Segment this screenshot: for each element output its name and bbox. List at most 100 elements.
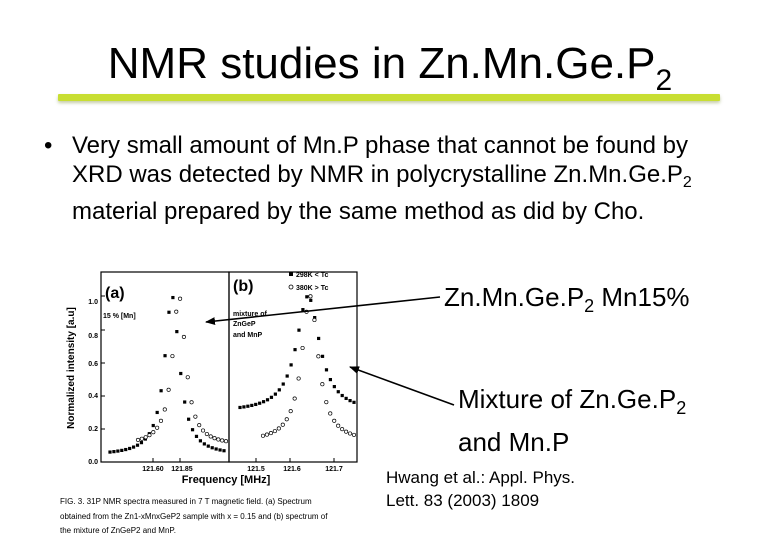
data-point-298k bbox=[151, 423, 155, 428]
data-point-380k bbox=[276, 426, 281, 431]
data-point-380k bbox=[260, 433, 266, 438]
data-point-298k bbox=[155, 410, 159, 415]
data-point-298k bbox=[320, 354, 325, 358]
figure-caption-line: obtained from the Zn1-xMnxGeP2 sample wi… bbox=[60, 512, 328, 521]
panel-b-note: ZnGeP bbox=[233, 321, 256, 328]
data-point-380k bbox=[284, 417, 289, 422]
data-point-380k bbox=[174, 309, 179, 314]
data-point-380k bbox=[332, 418, 337, 423]
data-point-380k bbox=[296, 376, 301, 381]
data-point-380k bbox=[151, 430, 156, 435]
data-point-380k bbox=[178, 296, 183, 301]
data-point-380k bbox=[300, 345, 305, 351]
bullet-text-part1: Very small amount of Mn.P phase that can… bbox=[72, 132, 688, 188]
slide-title-text: NMR studies in Zn.Mn.Ge.P bbox=[107, 39, 656, 88]
data-point-380k bbox=[197, 423, 202, 428]
y-tick-label: 1.0 bbox=[88, 299, 98, 306]
title-underline bbox=[58, 94, 720, 101]
data-point-298k bbox=[328, 377, 333, 382]
data-point-298k bbox=[108, 450, 112, 454]
y-tick-label: 0.0 bbox=[88, 459, 98, 466]
data-point-298k bbox=[309, 298, 313, 302]
data-point-380k bbox=[185, 375, 190, 380]
data-point-380k bbox=[320, 382, 325, 387]
data-point-298k bbox=[202, 442, 206, 446]
data-point-298k bbox=[183, 400, 187, 404]
y-axis-ticks bbox=[101, 295, 105, 463]
data-point-380k bbox=[200, 428, 206, 433]
data-point-298k bbox=[269, 395, 274, 399]
data-point-298k bbox=[167, 310, 171, 314]
data-point-380k bbox=[324, 400, 329, 405]
data-point-298k bbox=[285, 374, 289, 378]
reference-citation: Hwang et al.: Appl. Phys. Lett. 83 (2003… bbox=[386, 466, 575, 512]
label-znmngep2: Zn.Mn.Ge.P2 Mn15% bbox=[444, 280, 690, 323]
data-point-298k bbox=[246, 404, 250, 408]
label-znmngep2-text: Zn.Mn.Ge.P bbox=[444, 282, 585, 312]
data-point-380k bbox=[139, 436, 144, 441]
data-point-298k bbox=[120, 448, 124, 452]
reference-line-1: Hwang et al.: Appl. Phys. bbox=[386, 468, 575, 487]
x-tick-label: 121.6 bbox=[283, 466, 301, 473]
panel-b-note: mixture of bbox=[233, 311, 268, 318]
data-point-298k bbox=[293, 348, 297, 352]
data-point-298k bbox=[265, 398, 270, 402]
data-point-298k bbox=[317, 336, 321, 341]
data-point-298k bbox=[324, 368, 329, 372]
panel-b-note: and MnP bbox=[233, 332, 262, 339]
slide-title: NMR studies in Zn.Mn.Ge.P2 bbox=[0, 39, 780, 97]
data-point-380k bbox=[312, 317, 317, 323]
data-points bbox=[108, 294, 357, 454]
data-point-298k bbox=[348, 399, 352, 403]
data-point-298k bbox=[340, 393, 344, 398]
legend-entry: 380K > Tc bbox=[296, 285, 328, 292]
data-point-298k bbox=[344, 396, 348, 401]
data-point-298k bbox=[179, 371, 183, 376]
label-mixture-subscript: 2 bbox=[676, 398, 687, 418]
data-point-380k bbox=[147, 433, 152, 438]
data-point-380k bbox=[340, 427, 345, 432]
data-point-298k bbox=[218, 448, 222, 452]
data-point-298k bbox=[135, 443, 140, 447]
data-point-298k bbox=[261, 400, 266, 404]
data-point-380k bbox=[328, 411, 333, 416]
data-point-380k bbox=[155, 425, 160, 430]
data-point-298k bbox=[128, 446, 132, 451]
data-point-298k bbox=[250, 403, 254, 408]
legend-marker-open bbox=[288, 284, 294, 290]
bullet-subscript: 2 bbox=[682, 174, 692, 191]
data-point-298k bbox=[116, 449, 120, 453]
data-point-380k bbox=[268, 431, 273, 436]
data-point-298k bbox=[352, 400, 356, 404]
data-point-298k bbox=[332, 385, 336, 389]
data-point-298k bbox=[198, 439, 203, 443]
data-point-298k bbox=[112, 450, 116, 454]
bullet-dot: • bbox=[44, 132, 53, 159]
x-tick-label: 121.60 bbox=[142, 466, 164, 473]
data-point-380k bbox=[344, 429, 349, 434]
data-point-298k bbox=[190, 428, 195, 432]
y-tick-label: 0.8 bbox=[88, 333, 98, 340]
data-point-298k bbox=[301, 308, 305, 312]
data-point-298k bbox=[297, 328, 301, 332]
panel-a-note: 15 % [Mn] bbox=[103, 313, 136, 320]
y-axis-label: Normalized intensity [a.u] bbox=[66, 307, 77, 429]
data-point-380k bbox=[204, 431, 209, 437]
bullet-point: • Very small amount of Mn.P phase that c… bbox=[44, 131, 704, 226]
legend-marker-filled bbox=[289, 272, 293, 276]
data-point-298k bbox=[254, 402, 258, 407]
data-point-298k bbox=[336, 390, 340, 394]
data-point-380k bbox=[216, 437, 221, 442]
y-tick-label: 0.6 bbox=[88, 361, 98, 368]
data-point-298k bbox=[305, 295, 309, 299]
data-point-380k bbox=[212, 436, 217, 441]
data-point-298k bbox=[159, 389, 163, 393]
legend-entry: 298K < Tc bbox=[296, 272, 328, 279]
bullet-text-part2: material prepared by the same method as … bbox=[72, 198, 645, 225]
data-point-380k bbox=[193, 414, 198, 419]
data-point-298k bbox=[210, 446, 214, 450]
data-point-380k bbox=[292, 396, 297, 401]
data-point-380k bbox=[308, 294, 313, 299]
data-point-298k bbox=[124, 447, 128, 452]
data-point-298k bbox=[238, 405, 242, 410]
